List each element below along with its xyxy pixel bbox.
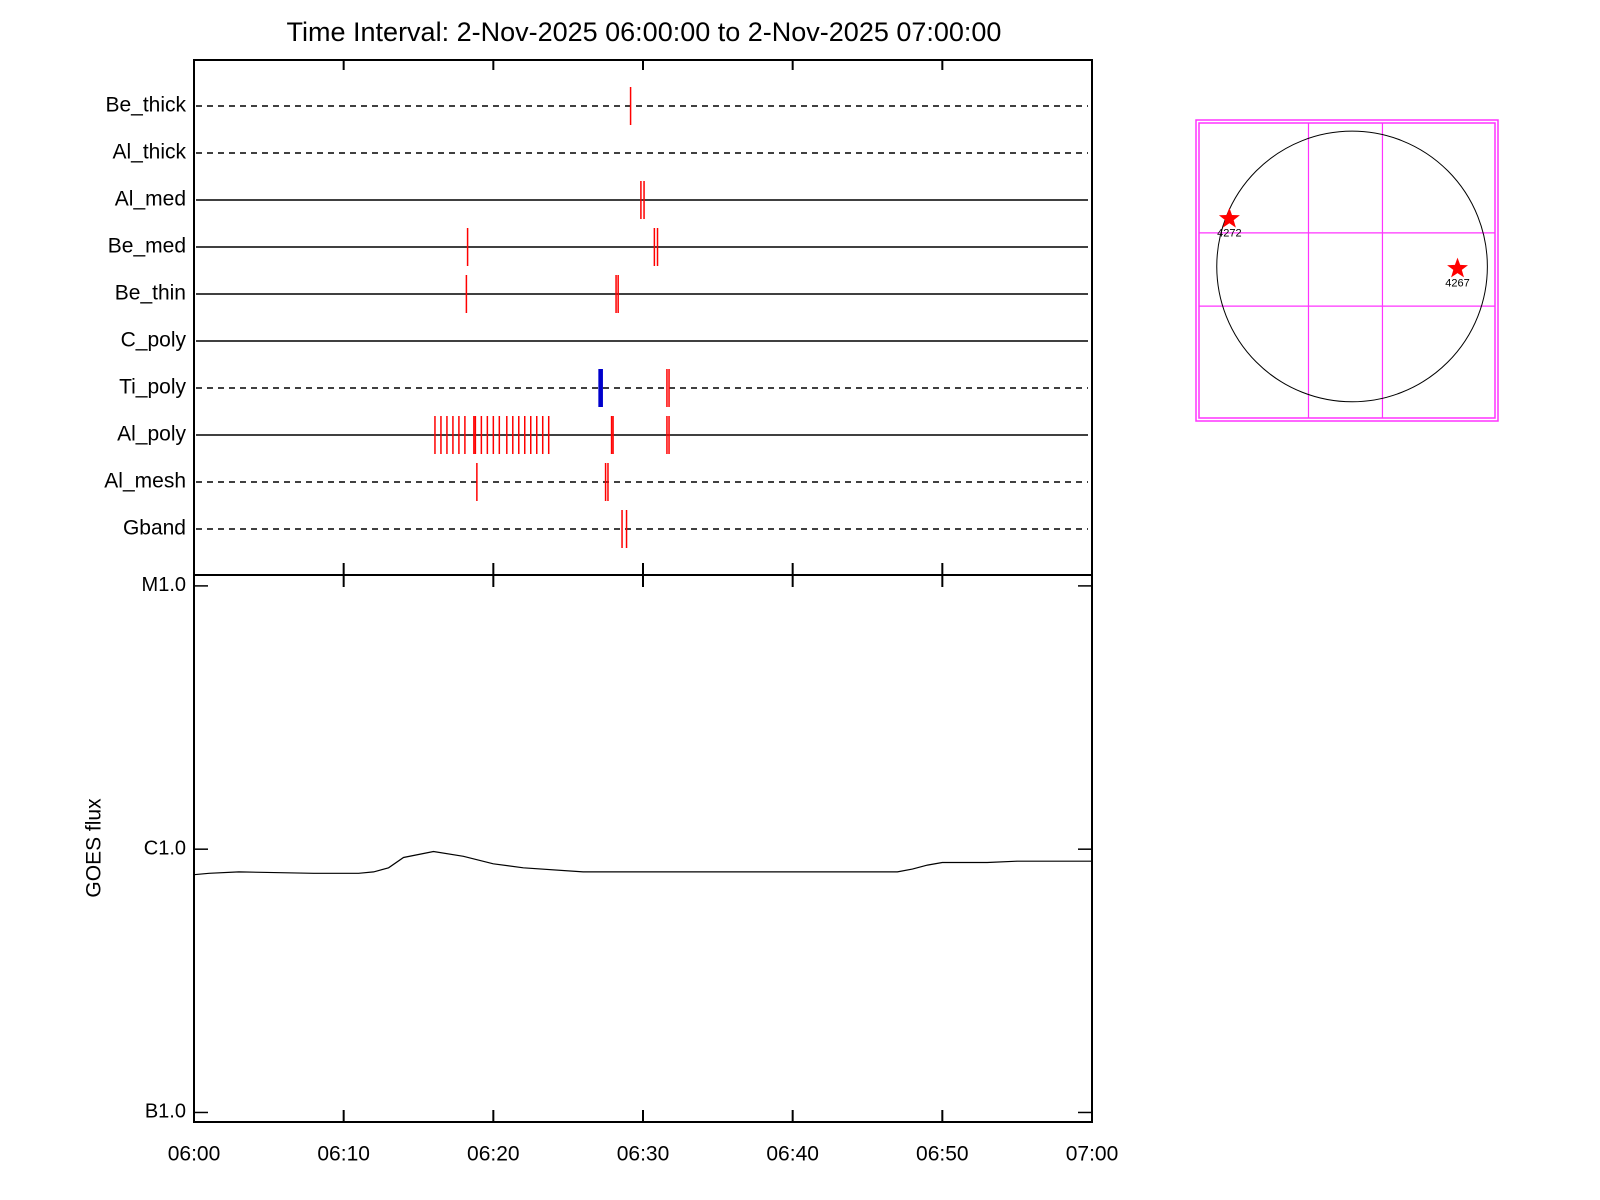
x-tick-label: 07:00: [1066, 1143, 1119, 1166]
x-tick-label: 06:10: [317, 1143, 370, 1166]
region-label: 4272: [1217, 228, 1241, 240]
row-label: Be_thick: [105, 94, 186, 117]
y-tick-label: M1.0: [142, 574, 186, 596]
y-tick-label: B1.0: [145, 1101, 186, 1123]
chart-title: Time Interval: 2-Nov-2025 06:00:00 to 2-…: [287, 17, 1002, 47]
x-tick-label: 06:50: [916, 1143, 969, 1166]
y-axis-label: GOES flux: [83, 798, 106, 898]
row-label: Ti_poly: [119, 376, 186, 399]
row-label: Al_poly: [117, 423, 186, 446]
row-label: Al_mesh: [104, 470, 186, 493]
map-frame-inner: [1198, 122, 1496, 419]
region-marker: [1447, 257, 1468, 278]
plot-frame: [193, 59, 1093, 1123]
flux-line: [193, 850, 1092, 876]
row-label: C_poly: [121, 329, 187, 352]
x-tick-label: 06:30: [617, 1143, 670, 1166]
row-label: Gband: [123, 517, 186, 540]
row-label: Be_thin: [115, 282, 186, 305]
region-label: 4267: [1445, 277, 1469, 289]
row-label: Al_thick: [112, 141, 186, 164]
row-label: Be_med: [108, 235, 186, 258]
x-tick-label: 06:00: [168, 1143, 221, 1166]
solar-disk: [1216, 130, 1488, 403]
y-tick-label: C1.0: [144, 837, 186, 859]
row-label: Al_med: [115, 188, 186, 211]
x-tick-label: 06:20: [467, 1143, 520, 1166]
x-tick-label: 06:40: [766, 1143, 819, 1166]
region-marker: [1218, 207, 1240, 228]
map-frame: [1195, 119, 1499, 422]
